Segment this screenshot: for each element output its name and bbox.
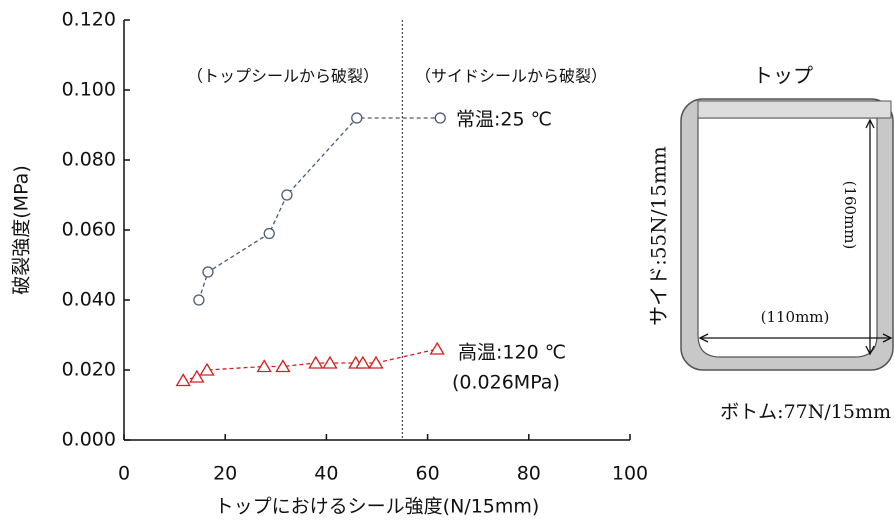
annotation: (0.026MPa) — [452, 372, 560, 394]
x-tick-label: 80 — [517, 463, 541, 485]
x-tick-label: 20 — [213, 463, 237, 485]
y-tick-label: 0.060 — [62, 219, 116, 241]
marker — [203, 267, 213, 277]
series-label: 常温:25 ℃ — [456, 109, 552, 131]
width-label: (110mm) — [761, 308, 830, 326]
y-tick-label: 0.020 — [62, 359, 116, 381]
y-tick-label: 0.000 — [62, 429, 116, 451]
marker — [352, 113, 362, 123]
y-axis-label: 破裂強度(MPa) — [11, 165, 33, 294]
x-tick-label: 0 — [118, 463, 130, 485]
top-label: トップ — [753, 64, 813, 88]
marker — [194, 295, 204, 305]
marker — [258, 361, 271, 372]
series-line — [183, 349, 437, 381]
x-tick-label: 60 — [416, 463, 440, 485]
figure: トップにおけるシール強度(N/15mm) 破裂強度(MPa) （トップシールから… — [0, 0, 894, 523]
y-tick-label: 0.100 — [62, 79, 116, 101]
marker — [282, 190, 292, 200]
y-tick-label: 0.040 — [62, 289, 116, 311]
height-label: (160mm) — [841, 181, 859, 250]
annotation: （トップシールから破裂） — [187, 67, 379, 86]
marker — [177, 375, 190, 386]
bottom-label: ボトム:77N/15mm — [720, 401, 891, 423]
y-tick-label: 0.080 — [62, 149, 116, 171]
series-line — [199, 118, 440, 300]
x-tick-label: 40 — [314, 463, 338, 485]
marker — [264, 229, 274, 239]
series-label: 高温:120 ℃ — [458, 342, 566, 364]
annotation: （サイドシールから破裂） — [415, 67, 607, 86]
marker — [435, 113, 445, 123]
side-label: サイド:55N/15mm — [647, 146, 671, 326]
x-tick-label: 100 — [612, 463, 648, 485]
top-seal — [698, 101, 891, 118]
y-tick-label: 0.120 — [62, 9, 116, 31]
x-axis-label: トップにおけるシール強度(N/15mm) — [215, 496, 540, 518]
marker — [431, 343, 444, 354]
package-diagram: トップ サイド:55N/15mm ボトム:77N/15mm (160mm) (1… — [647, 64, 894, 424]
